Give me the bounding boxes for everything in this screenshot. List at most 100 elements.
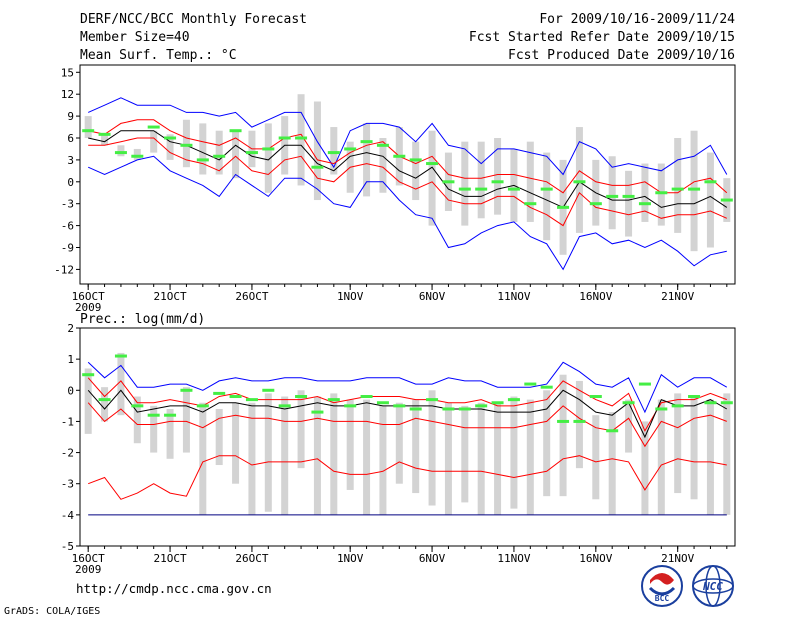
observed-marker [688, 395, 701, 399]
spread-box [117, 145, 125, 157]
y-tick-label: 2 [67, 322, 74, 335]
source-url: http://cmdp.ncc.cma.gov.cn [76, 581, 272, 596]
observed-marker [622, 194, 635, 198]
x-tick-label: 21NOV [661, 552, 694, 565]
x-tick-label: 26OCT [235, 290, 268, 303]
min-line [87, 155, 727, 271]
y-tick-label: -2 [61, 447, 74, 460]
observed-marker [475, 404, 488, 408]
y-tick-label: 0 [67, 176, 74, 189]
observed-marker [245, 151, 258, 155]
spread-box [297, 94, 305, 186]
spread-box [363, 123, 371, 197]
spread-box [674, 393, 682, 494]
observed-marker [507, 398, 520, 402]
observed-marker [524, 202, 537, 206]
spread-box [182, 387, 190, 453]
observed-marker [458, 187, 471, 191]
spread-box [101, 387, 109, 422]
spread-box [494, 138, 502, 215]
observed-marker [114, 354, 127, 358]
plot-frame [79, 64, 736, 285]
spread-box [150, 405, 158, 453]
observed-marker [507, 187, 520, 191]
spread-box [313, 101, 321, 201]
fcst-started-date: Fcst Started Refer Date 2009/10/15 [469, 30, 735, 45]
observed-marker [82, 129, 95, 133]
upper-spread-line [88, 119, 728, 194]
observed-marker [655, 191, 668, 195]
bcc-logo-text: BCC [655, 594, 670, 603]
spread-box [625, 399, 633, 453]
observed-marker [540, 187, 553, 191]
observed-marker [360, 140, 373, 144]
y-tick-label: 0 [67, 384, 74, 397]
spread-box [723, 393, 731, 515]
spread-box [608, 156, 616, 230]
spread-box [232, 130, 240, 179]
max-line [87, 361, 728, 414]
observed-marker [442, 180, 455, 184]
observed-marker [409, 407, 422, 411]
y-tick-label: -9 [61, 242, 74, 255]
chart-title: DERF/NCC/BCC Monthly Forecast [80, 12, 307, 27]
observed-marker [180, 388, 193, 392]
spread-box [592, 415, 600, 500]
observed-marker [262, 388, 275, 392]
x-tick-label: 16OCT [72, 552, 105, 565]
observed-marker [638, 202, 651, 206]
x-tick-label: 21NOV [661, 290, 694, 303]
y-tick-label: 9 [67, 110, 74, 123]
spread-box [412, 141, 420, 201]
x-tick-label: 6NOV [419, 290, 446, 303]
observed-marker [180, 143, 193, 147]
y-tick-label: -4 [61, 509, 75, 522]
observed-marker [131, 154, 144, 158]
spread-box [166, 134, 174, 160]
spread-box [543, 152, 551, 241]
x-tick-label: 26OCT [235, 552, 268, 565]
observed-marker [638, 382, 651, 386]
lower-bound-line [88, 455, 727, 500]
y-tick-label: 15 [61, 66, 74, 79]
observed-marker [164, 413, 177, 417]
plot-frame [79, 327, 736, 547]
spread-box [232, 402, 240, 484]
spread-box [379, 405, 387, 515]
observed-marker [688, 187, 701, 191]
observed-marker [606, 194, 619, 198]
lower-spread-line [87, 402, 727, 448]
observed-marker [589, 395, 602, 399]
spread-box [477, 402, 485, 515]
observed-marker [376, 401, 389, 405]
spread-box [379, 138, 387, 193]
ensemble-mean-line [87, 389, 728, 439]
spread-box [428, 390, 436, 506]
ncc-logo: NCC [692, 565, 734, 607]
observed-marker [704, 180, 717, 184]
observed-marker [229, 395, 242, 399]
spread-box [363, 399, 371, 515]
observed-marker [540, 385, 553, 389]
observed-marker [278, 136, 291, 140]
y-tick-label: 3 [67, 154, 74, 167]
observed-marker [164, 136, 177, 140]
x-tick-label: 6NOV [419, 552, 446, 565]
spread-box [575, 380, 583, 469]
spread-box [526, 141, 534, 222]
observed-marker [327, 151, 340, 155]
spread-box [313, 396, 321, 515]
upper-spread-line [87, 377, 727, 432]
spread-box [657, 163, 665, 226]
observed-marker [557, 205, 570, 209]
y-tick-label: 12 [61, 88, 74, 101]
spread-box [494, 402, 502, 515]
x-tick-label: 21OCT [154, 290, 187, 303]
observed-marker [573, 419, 586, 423]
x-tick-label: 21OCT [154, 552, 187, 565]
observed-marker [147, 125, 160, 129]
spread-box [575, 127, 583, 233]
spread-box [690, 396, 698, 500]
